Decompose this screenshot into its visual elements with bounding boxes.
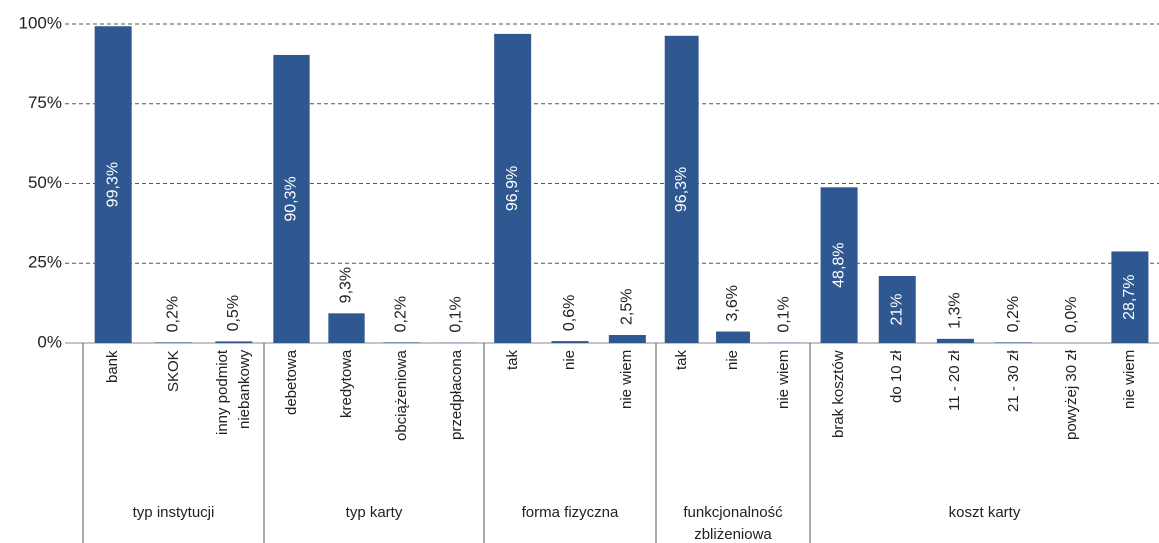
value-label: 1,3% bbox=[947, 292, 964, 328]
group-label: typ karty bbox=[345, 504, 403, 521]
bar bbox=[664, 35, 699, 343]
y-tick-label: 75% bbox=[28, 93, 62, 112]
x-tick-label: SKOK bbox=[164, 350, 182, 392]
x-tick-label: do 10 zł bbox=[888, 350, 906, 403]
value-label: 0,0% bbox=[1063, 297, 1080, 333]
value-label: 3,6% bbox=[724, 285, 741, 321]
bar bbox=[608, 335, 646, 343]
value-label: 0,2% bbox=[393, 296, 410, 332]
value-label: 0,5% bbox=[225, 295, 242, 331]
value-label: 0,2% bbox=[165, 296, 182, 332]
x-tick-label: tak bbox=[672, 350, 690, 371]
value-label: 99,3% bbox=[104, 162, 121, 207]
bar bbox=[273, 54, 310, 344]
value-label: 28,7% bbox=[1121, 275, 1138, 320]
bar bbox=[328, 313, 365, 343]
value-label: 0,6% bbox=[561, 295, 578, 331]
x-tick-label: nie bbox=[561, 350, 578, 371]
bar bbox=[383, 342, 420, 343]
x-tick-label: brak kosztów bbox=[830, 350, 848, 438]
group-label: forma fizyczna bbox=[521, 504, 619, 521]
x-tick-label: nie wiem bbox=[618, 350, 636, 410]
x-tick-label: przedpłacona bbox=[447, 350, 465, 441]
x-tick-label: bank bbox=[104, 350, 122, 383]
bar bbox=[155, 342, 192, 343]
bar bbox=[1111, 251, 1149, 343]
x-tick-label: kredytowa bbox=[337, 350, 355, 419]
bar bbox=[936, 338, 974, 343]
value-label: 2,5% bbox=[619, 289, 636, 325]
group-label: funkcjonalność zbliżeniowa bbox=[683, 504, 783, 543]
x-tick-label: nie wiem bbox=[1120, 350, 1138, 410]
bar bbox=[551, 341, 589, 343]
y-tick-label: 25% bbox=[28, 253, 62, 272]
value-label: 96,9% bbox=[504, 166, 521, 211]
bar bbox=[820, 187, 858, 343]
x-tick-label: 11 - 20 zł bbox=[946, 350, 964, 411]
x-tick-label: tak bbox=[503, 350, 521, 371]
x-tick-label: nie wiem bbox=[775, 350, 793, 410]
value-label: 96,3% bbox=[673, 167, 690, 212]
x-tick-label: debetowa bbox=[282, 350, 300, 416]
value-label: 0,1% bbox=[448, 296, 465, 332]
bar bbox=[995, 342, 1033, 343]
value-label: 48,8% bbox=[830, 242, 847, 287]
bar bbox=[716, 331, 750, 343]
group-label: typ instytucji bbox=[132, 504, 215, 521]
value-label: 90,3% bbox=[283, 176, 300, 221]
y-tick-label: 0% bbox=[37, 332, 62, 351]
value-label: 0,2% bbox=[1005, 296, 1022, 332]
value-label: 9,3% bbox=[338, 267, 355, 303]
x-tick-label: powyżej 30 zł bbox=[1062, 350, 1080, 441]
bar bbox=[94, 26, 132, 343]
bar bbox=[215, 341, 253, 343]
y-tick-label: 50% bbox=[28, 173, 62, 192]
bar bbox=[494, 33, 532, 343]
group-label: koszt karty bbox=[948, 504, 1021, 521]
x-tick-label: obciążeniowa bbox=[392, 350, 410, 441]
value-label: 21% bbox=[888, 293, 905, 325]
x-tick-label: nie bbox=[724, 350, 741, 371]
x-tick-label: inny podmiot niebankowy bbox=[213, 350, 253, 436]
value-label: 0,1% bbox=[776, 296, 793, 332]
y-tick-label: 100% bbox=[19, 13, 62, 32]
x-tick-label: 21 - 30 zł bbox=[1004, 350, 1022, 412]
bar bbox=[878, 276, 916, 343]
